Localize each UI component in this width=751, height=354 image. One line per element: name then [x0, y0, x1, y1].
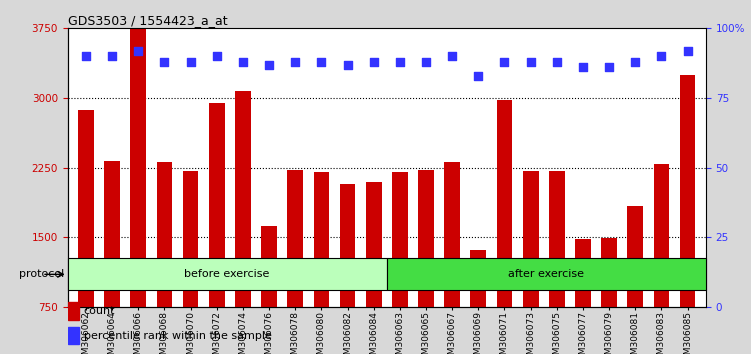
- Bar: [627, 206, 643, 307]
- Bar: [418, 170, 434, 307]
- Bar: [392, 172, 408, 307]
- Text: percentile rank within the sample: percentile rank within the sample: [83, 331, 271, 341]
- Bar: [78, 110, 94, 307]
- Bar: [366, 182, 382, 307]
- Point: [263, 62, 275, 67]
- Bar: [68, 258, 387, 290]
- Text: before exercise: before exercise: [185, 269, 270, 279]
- Bar: [68, 302, 79, 320]
- Text: count: count: [83, 306, 115, 316]
- Bar: [104, 161, 120, 307]
- Point: [656, 53, 668, 59]
- Point: [185, 59, 197, 65]
- Point: [499, 59, 511, 65]
- Bar: [445, 162, 460, 307]
- Point: [106, 53, 118, 59]
- Point: [158, 59, 170, 65]
- Point: [525, 59, 537, 65]
- Point: [472, 73, 484, 79]
- Point: [550, 59, 562, 65]
- Bar: [131, 29, 146, 307]
- Point: [80, 53, 92, 59]
- Point: [132, 48, 144, 53]
- Point: [368, 59, 380, 65]
- Bar: [496, 100, 512, 307]
- Bar: [602, 238, 617, 307]
- Text: after exercise: after exercise: [508, 269, 584, 279]
- Point: [394, 59, 406, 65]
- Bar: [470, 250, 486, 307]
- Bar: [182, 171, 198, 307]
- Point: [237, 59, 249, 65]
- Bar: [156, 162, 172, 307]
- Bar: [68, 327, 79, 344]
- Bar: [235, 91, 251, 307]
- Bar: [387, 258, 706, 290]
- Bar: [339, 183, 355, 307]
- Point: [446, 53, 458, 59]
- Point: [682, 48, 694, 53]
- Point: [315, 59, 327, 65]
- Point: [342, 62, 354, 67]
- Text: protocol: protocol: [19, 269, 64, 279]
- Bar: [288, 170, 303, 307]
- Bar: [261, 226, 277, 307]
- Text: GDS3503 / 1554423_a_at: GDS3503 / 1554423_a_at: [68, 14, 228, 27]
- Bar: [209, 103, 225, 307]
- Point: [629, 59, 641, 65]
- Point: [603, 64, 615, 70]
- Bar: [653, 164, 669, 307]
- Bar: [575, 239, 591, 307]
- Point: [420, 59, 432, 65]
- Bar: [313, 172, 329, 307]
- Point: [289, 59, 301, 65]
- Point: [577, 64, 589, 70]
- Bar: [680, 75, 695, 307]
- Point: [211, 53, 223, 59]
- Bar: [549, 171, 565, 307]
- Bar: [523, 171, 538, 307]
